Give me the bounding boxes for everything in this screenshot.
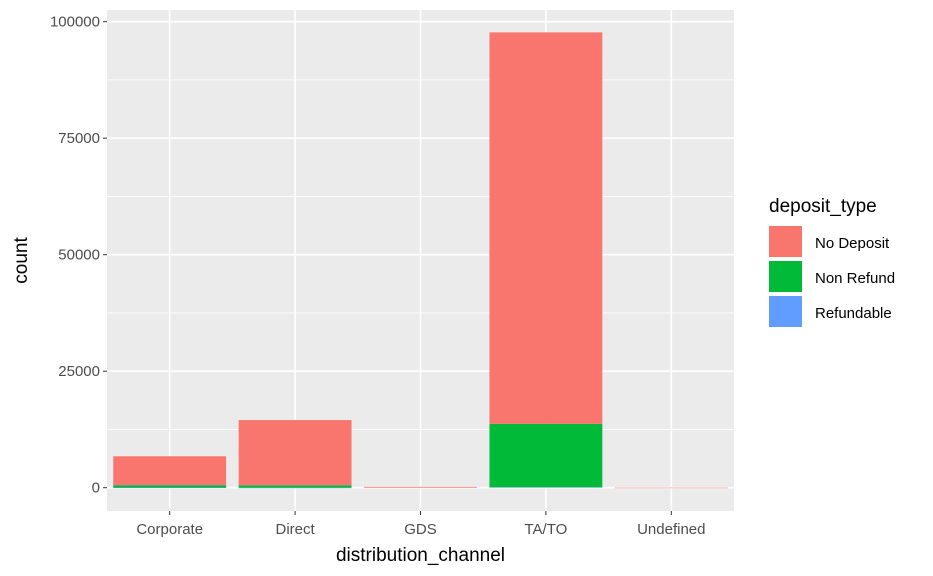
legend-swatch xyxy=(769,296,802,327)
legend-label: No Deposit xyxy=(815,235,890,252)
y-tick-label: 25000 xyxy=(58,363,100,380)
y-tick-label: 100000 xyxy=(50,14,100,31)
y-axis-title: count xyxy=(11,237,32,284)
legend-swatch xyxy=(769,226,802,257)
bar-segment xyxy=(113,456,227,486)
bar-segment xyxy=(364,486,477,488)
bar-segment xyxy=(113,485,227,488)
x-tick-label: Undefined xyxy=(637,521,705,538)
x-axis-title: distribution_channel xyxy=(336,545,505,566)
bar-segment xyxy=(489,487,603,488)
legend-title: deposit_type xyxy=(769,196,877,217)
legend-label: Refundable xyxy=(815,305,892,322)
bars xyxy=(113,32,728,489)
legend-label: Non Refund xyxy=(815,270,895,287)
legend-swatch xyxy=(769,261,802,292)
bar-segment xyxy=(614,487,728,489)
bar-segment xyxy=(238,485,352,488)
bar-segment xyxy=(238,420,352,486)
bar-segment xyxy=(489,32,603,424)
legend-items: No Deposit Non Refund Refundable xyxy=(769,226,895,327)
x-axis: Corporate Direct GDS TA/TO Undefined xyxy=(136,511,705,538)
x-tick-label: TA/TO xyxy=(525,521,568,538)
y-axis: 0 25000 50000 75000 100000 xyxy=(50,14,107,497)
x-tick-label: Corporate xyxy=(136,521,203,538)
x-tick-label: Direct xyxy=(276,521,316,538)
y-tick-label: 0 xyxy=(92,480,100,497)
bar-segment xyxy=(238,487,352,489)
legend: deposit_type No Deposit Non Refund Refunda… xyxy=(769,196,895,327)
x-tick-label: GDS xyxy=(404,521,437,538)
y-tick-label: 50000 xyxy=(58,247,100,264)
bar-segment xyxy=(489,423,603,488)
y-tick-label: 75000 xyxy=(58,130,100,147)
bar-segment xyxy=(113,487,227,489)
